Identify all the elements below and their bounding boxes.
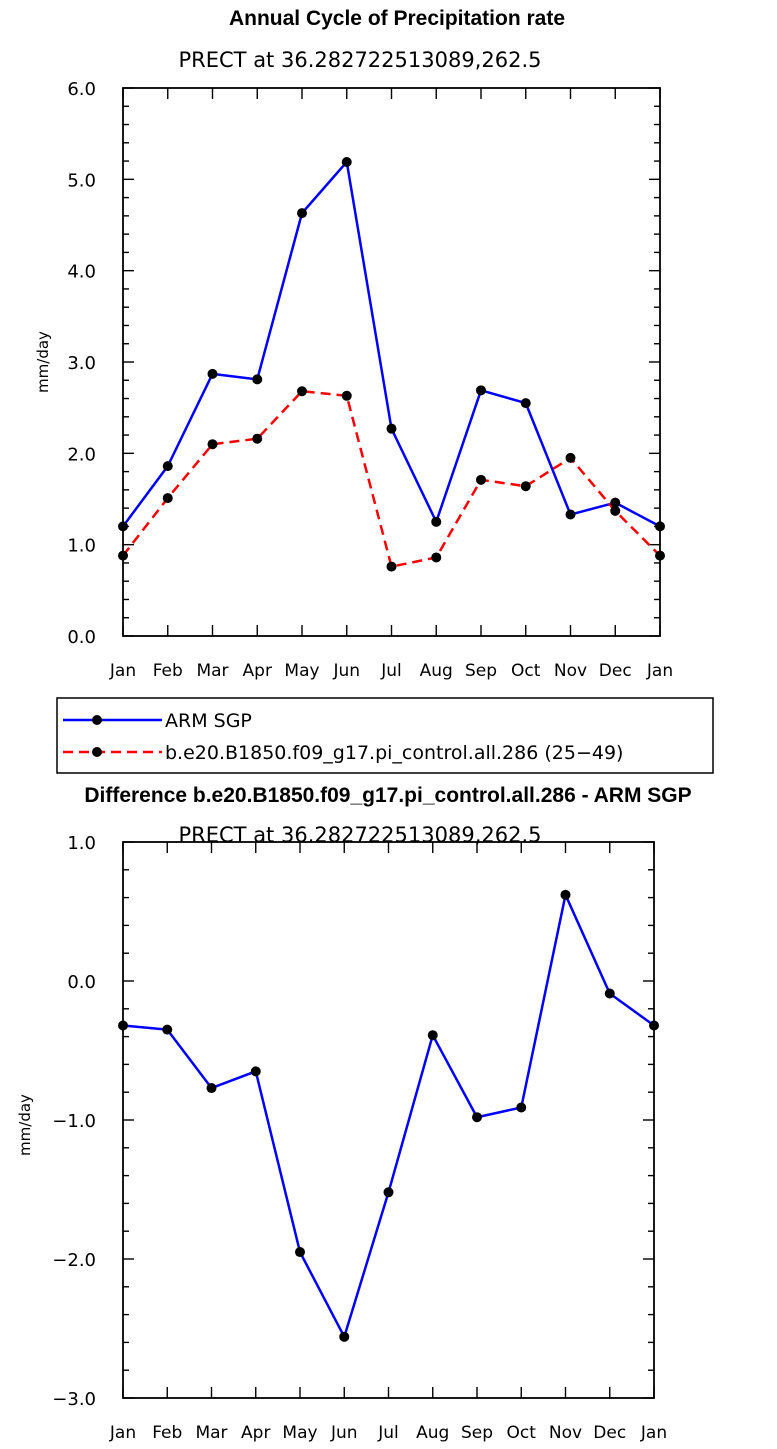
chart2-plot: −3.0 −2.0 −1.0 0.0 1.0 Jan Feb Mar Apr May Jun Jul A… — [52, 833, 667, 1443]
chart2-xtick-label: Mar — [195, 1423, 227, 1443]
chart1-series-0-point — [341, 156, 352, 167]
chart1-series-0-point — [431, 516, 442, 527]
chart2-xtick-label: Jul — [377, 1423, 399, 1443]
chart2-series-0-point — [649, 1020, 659, 1031]
chart1-series-0-line — [121, 160, 661, 528]
legend-label-arm: ARM SGP — [165, 710, 252, 732]
chart2-xtick-label: Oct — [507, 1423, 537, 1443]
chart1-xtick-label: Nov — [554, 661, 587, 681]
chart1-legend: ARM SGP b.e20.B1850.f09_g17.pi_control.a… — [56, 697, 714, 774]
chart1-series-1-point — [655, 550, 665, 561]
chart1-series-1-point — [252, 433, 263, 444]
chart1-series-0-point — [297, 208, 307, 219]
chart1-xtick-label: Apr — [243, 661, 272, 681]
chart2-series-0-point — [162, 1024, 173, 1035]
chart2-series-0-point — [383, 1187, 394, 1198]
chart2-series-0-point — [472, 1112, 482, 1123]
chart2-title: Difference b.e20.B1850.f09_g17.pi_contro… — [84, 784, 691, 807]
chart1-series-0-point — [252, 374, 263, 385]
chart1-xtick-label: Mar — [196, 661, 228, 681]
chart1-ylabel: mm/day — [34, 331, 52, 393]
chart1-series-1-point — [431, 552, 442, 563]
chart1-ytick-label: 5.0 — [67, 170, 96, 191]
chart1-ytick-label: 6.0 — [67, 79, 96, 100]
chart1-xtick-label: Jul — [380, 661, 402, 681]
chart1-ytick-label: 4.0 — [67, 262, 96, 283]
chart1-series-0-point — [476, 385, 486, 396]
chart2-ytick-label: −3.0 — [52, 1389, 96, 1410]
chart2-ytick-label: 1.0 — [67, 833, 96, 854]
chart1-series-1-point — [341, 390, 352, 401]
chart2-ytick-label: −2.0 — [52, 1250, 96, 1271]
chart1-ytick-label: 2.0 — [67, 444, 96, 465]
chart1-series-1-point — [162, 493, 173, 504]
chart1-series-0-point — [386, 423, 397, 434]
chart1-series-1-point — [297, 386, 307, 397]
chart2-ytick-label: 0.0 — [67, 972, 96, 993]
chart1-series-0-point — [655, 521, 665, 532]
chart1-plot: 0.0 1.0 2.0 3.0 4.0 5.0 6.0 Jan Feb Mar Apr May Jun J… — [67, 79, 673, 681]
chart2-subtitle: PRECT at 36.282722513089,262.5 — [179, 823, 542, 847]
chart1-series-1-point — [207, 439, 218, 450]
chart2-xtick-label: Dec — [593, 1423, 626, 1443]
legend-box — [56, 697, 714, 774]
chart2-xtick-label: Sep — [461, 1423, 493, 1443]
chart2-xtick-label: Jan — [109, 1423, 136, 1443]
chart2-series-0-point — [516, 1102, 527, 1113]
chart2-series-0-point — [118, 1020, 128, 1031]
chart2-ytick-label: −1.0 — [52, 1111, 96, 1132]
chart2-xtick-label: Jun — [330, 1423, 358, 1443]
chart1-series-1-point — [565, 452, 576, 463]
chart1-xtick-label: Jan — [646, 661, 673, 681]
chart2-xtick-label: Apr — [241, 1423, 270, 1443]
chart2-series-0-point — [250, 1066, 261, 1077]
chart1-frame — [122, 87, 661, 637]
legend-label-model: b.e20.B1850.f09_g17.pi_control.all.286 (… — [165, 742, 623, 764]
chart2-series-0-point — [560, 889, 571, 900]
chart2-xtick-label: Nov — [549, 1423, 582, 1443]
chart1-series-1-point — [610, 505, 621, 516]
chart1-xtick-label: Jun — [332, 661, 360, 681]
chart1-series-1-point — [118, 550, 128, 561]
chart1-xtick-label: Feb — [153, 661, 183, 681]
chart2-frame — [122, 841, 655, 1399]
chart1-subtitle: PRECT at 36.282722513089,262.5 — [179, 48, 542, 72]
chart2-ylabel: mm/day — [16, 1094, 34, 1156]
chart2-series-0-point — [206, 1083, 217, 1094]
chart1-ytick-label: 0.0 — [67, 627, 96, 648]
chart1-series-1-line — [122, 389, 661, 568]
legend-marker-model — [92, 747, 102, 757]
chart1-series-1-point — [386, 561, 397, 572]
chart1-series-0-point — [118, 521, 128, 532]
chart1-xtick-label: Dec — [599, 661, 632, 681]
legend-marker-arm — [92, 715, 102, 725]
chart2-series-0-point — [604, 988, 615, 999]
chart1-xtick-label: Jan — [109, 661, 136, 681]
chart1-series-1-point — [476, 474, 486, 485]
chart1-xtick-label: Aug — [420, 661, 453, 681]
chart1-xtick-label: Sep — [465, 661, 497, 681]
chart1-series-0-point — [565, 509, 576, 520]
chart2-series-0-line — [122, 893, 655, 1339]
chart2-xtick-label: Feb — [152, 1423, 182, 1443]
chart1-ytick-label: 1.0 — [67, 536, 96, 557]
chart1-xtick-label: Oct — [511, 661, 541, 681]
chart2-xtick-label: Jan — [640, 1423, 667, 1443]
chart2-xtick-label: Aug — [416, 1423, 449, 1443]
chart1-series-0-point — [610, 497, 621, 508]
chart1-title: Annual Cycle of Precipitation rate — [229, 7, 565, 30]
chart1-series-1-point — [520, 481, 531, 492]
chart1-series-0-point — [207, 368, 218, 379]
chart2-xtick-label: May — [282, 1423, 317, 1443]
chart1-series-0-point — [520, 398, 531, 409]
chart2-series-0-point — [427, 1030, 438, 1041]
chart2-series-0-point — [295, 1247, 305, 1258]
chart1-xtick-label: May — [284, 661, 319, 681]
chart2-series-0-point — [339, 1331, 350, 1342]
chart1-ytick-label: 3.0 — [67, 353, 96, 374]
chart1-series-0-point — [162, 461, 173, 472]
